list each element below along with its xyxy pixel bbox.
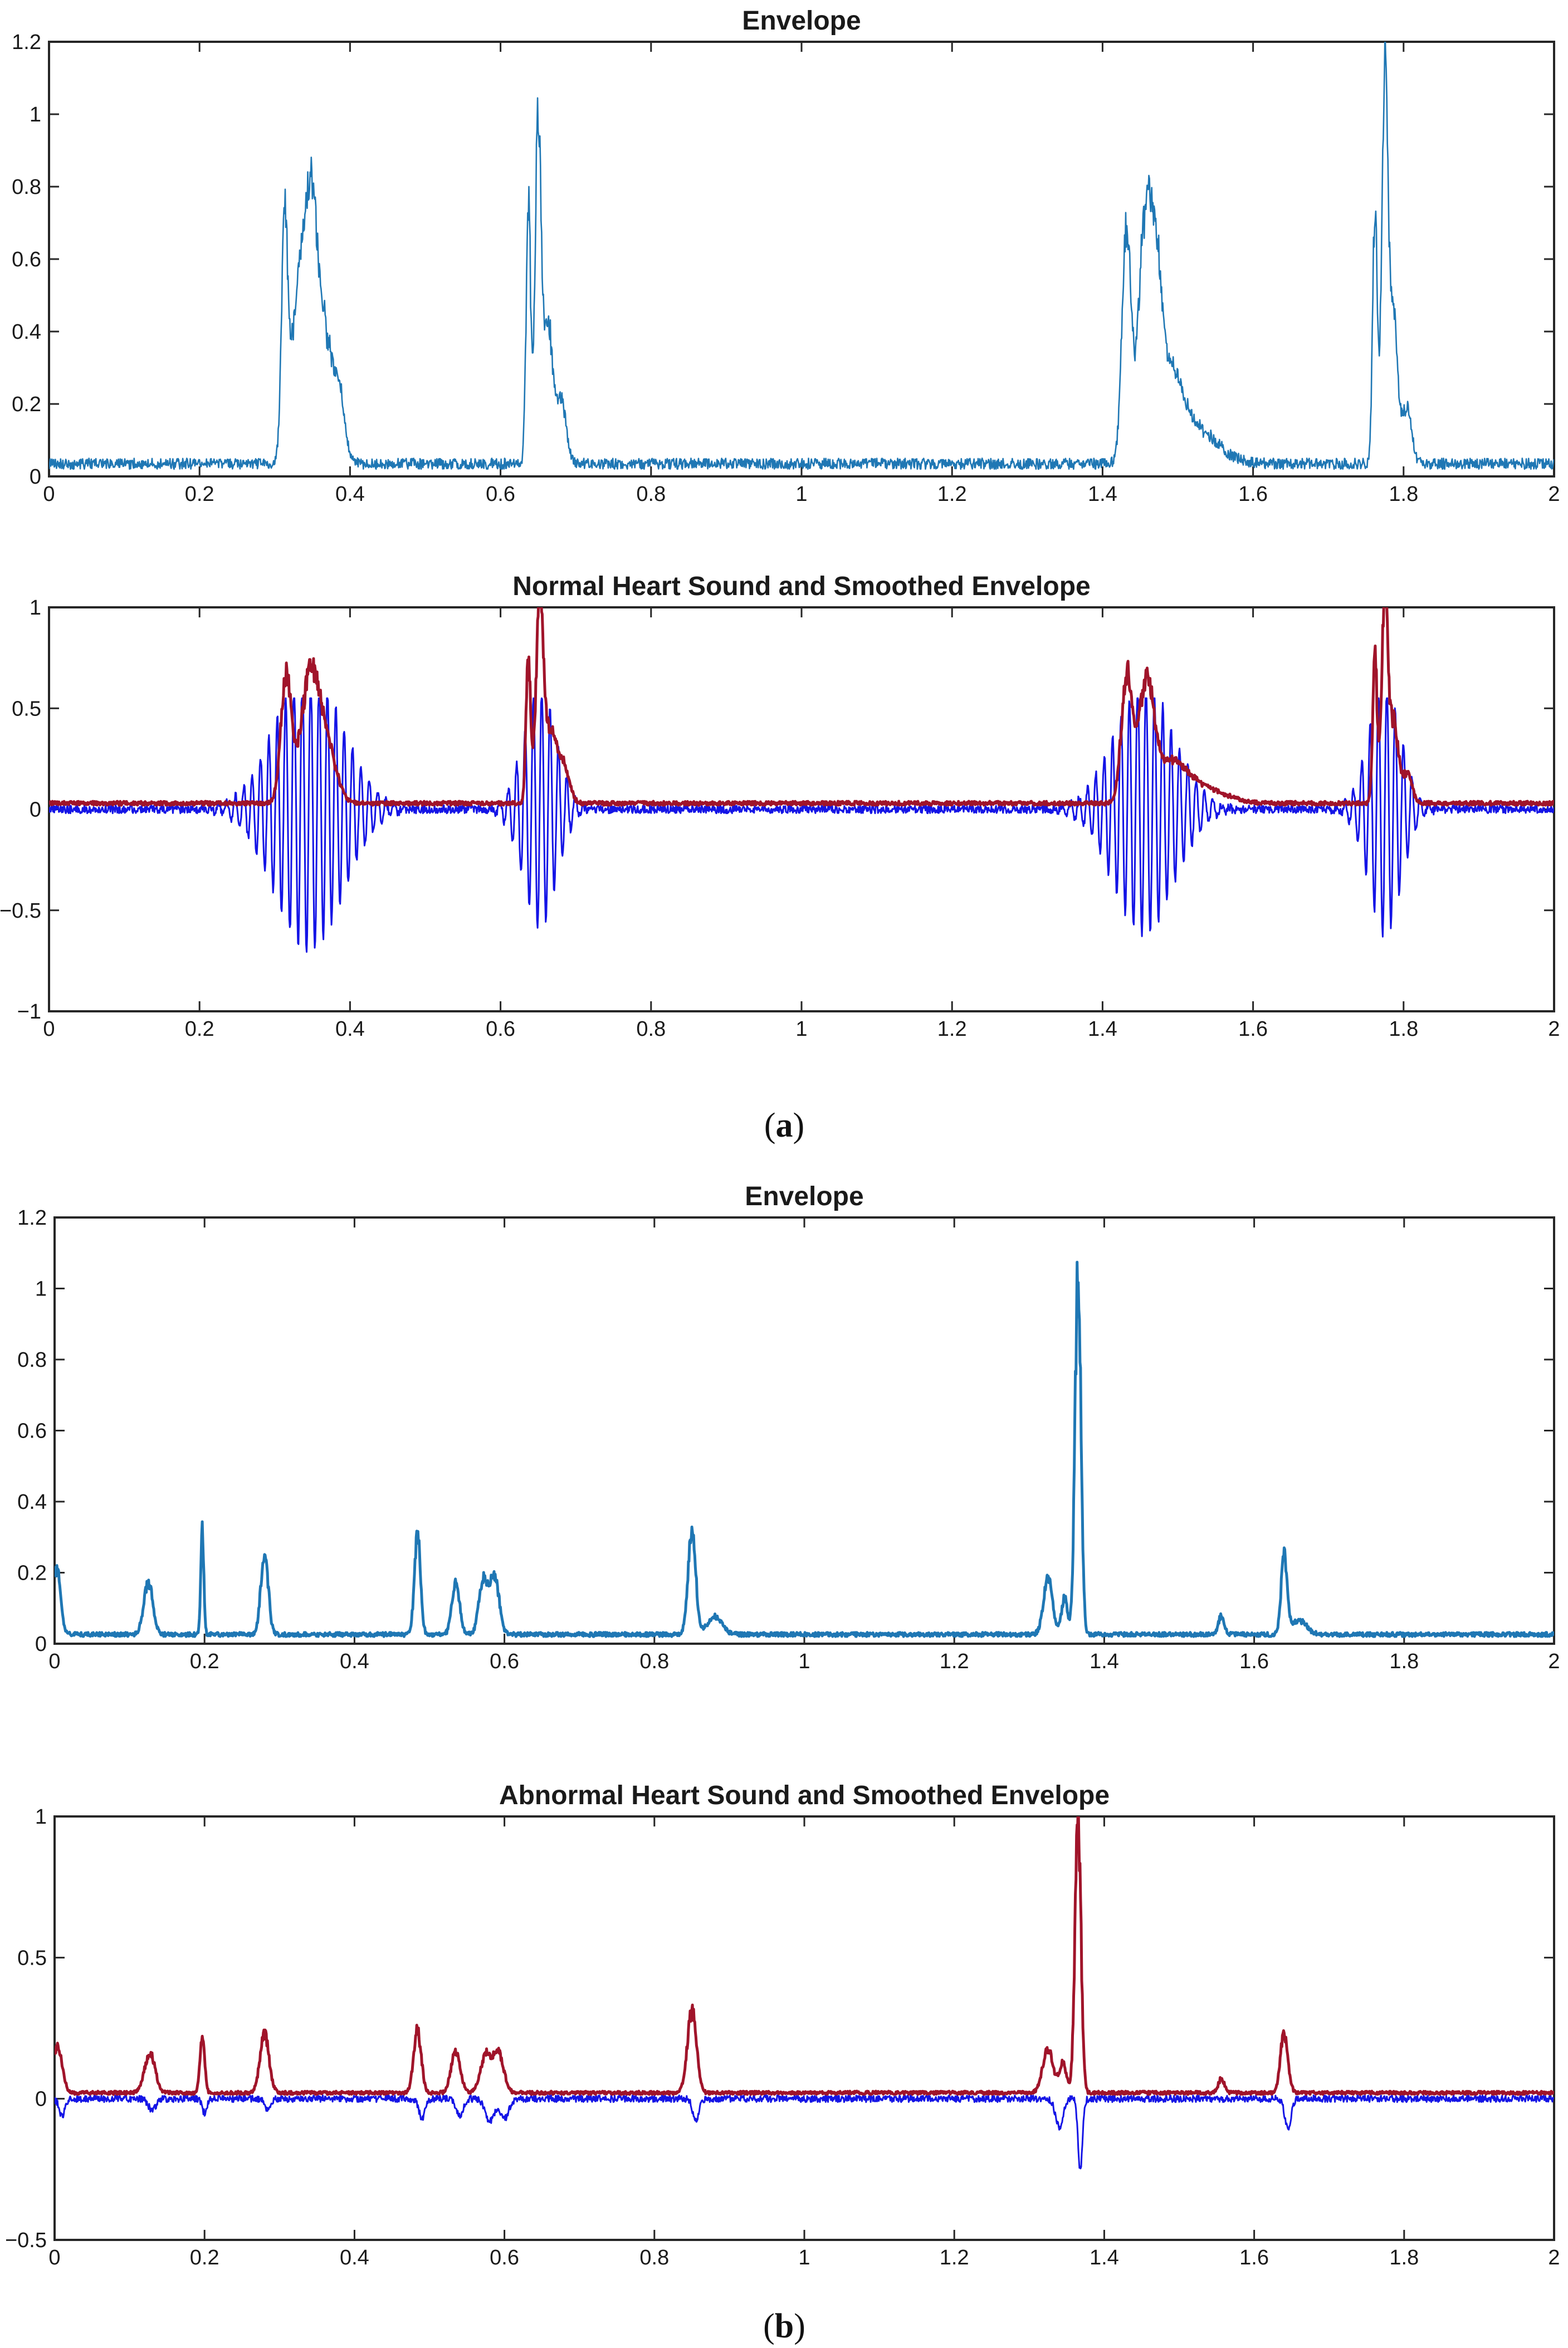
x-tick-label: 1.2 [940, 2246, 969, 2269]
y-tick-label: 1.2 [17, 1206, 47, 1230]
x-tick-label: 1.8 [1389, 1650, 1419, 1673]
x-tick-label: 0.4 [335, 483, 365, 506]
x-tick-label: 0 [43, 483, 55, 506]
y-tick-label: 0.6 [12, 248, 41, 271]
chart-panel-envelope-a: Envelope 0 0.2 0.4 0.6 0.8 1 1.2 1.4 1.6 1.8 2 0 0.2 0… [12, 6, 1560, 506]
series-line-envelope [55, 1260, 1554, 1638]
x-tick-label: 0.6 [486, 483, 515, 506]
y-tick-label: 0 [30, 465, 41, 489]
x-tick-label: 1 [795, 1017, 807, 1041]
x-tick-label: 0.8 [639, 2246, 669, 2269]
y-tick-label: 1.2 [12, 31, 41, 54]
x-tick-label: 1.8 [1389, 1017, 1418, 1041]
x-tick-label: 0.8 [636, 1017, 666, 1041]
y-tick-label: 0 [30, 798, 41, 822]
x-tick-label: 1 [795, 483, 807, 506]
x-tick-label: 0.4 [335, 1017, 365, 1041]
caption-b: (b) [763, 2307, 805, 2345]
chart-panel-normal-heart-sound: Normal Heart Sound and Smoothed Envelope… [0, 572, 1560, 1041]
y-tick-label: 0 [35, 1633, 47, 1656]
x-tick-label: 0 [48, 1650, 60, 1673]
x-tick-label: 0.6 [490, 1650, 519, 1673]
chart-title: Envelope [742, 6, 861, 36]
x-tick-label: 1.4 [1088, 483, 1117, 506]
x-tick-label: 2 [1548, 483, 1560, 506]
y-tick-label: 1 [35, 1805, 47, 1829]
x-tick-label: 1.6 [1239, 1650, 1269, 1673]
x-tick-label: 0.2 [185, 483, 214, 506]
x-tick-label: 0.4 [340, 2246, 369, 2269]
plot-area [53, 1216, 1555, 1645]
x-tick-label: 0.6 [486, 1017, 515, 1041]
y-tick-label: 0.5 [17, 1946, 47, 1970]
y-tick-label: −0.5 [0, 899, 41, 923]
y-tick-label: 0.8 [17, 1348, 47, 1372]
x-tick-label: 1 [798, 2246, 810, 2269]
y-tick-label: 1 [30, 596, 41, 620]
x-tick-label: 0.2 [190, 2246, 219, 2269]
x-tick-label: 0 [43, 1017, 55, 1041]
series-line-smoothed-envelope [55, 1816, 1554, 2096]
y-tick-label: 0.5 [12, 697, 41, 720]
x-tick-label: 1.8 [1389, 2246, 1419, 2269]
y-tick-label: 0.4 [12, 320, 41, 344]
x-tick-label: 1.2 [937, 1017, 967, 1041]
y-tick-label: −0.5 [5, 2229, 47, 2252]
y-tick-label: 0.2 [12, 393, 41, 416]
x-tick-label: 1.4 [1090, 1650, 1119, 1673]
x-tick-label: 0.8 [636, 483, 666, 506]
series-line-heart-sound [49, 697, 1554, 953]
plot-area [48, 41, 1555, 478]
y-tick-label: 0.2 [17, 1562, 47, 1585]
series-line-heart-sound [55, 2094, 1554, 2170]
x-tick-label: 1.4 [1090, 2246, 1119, 2269]
chart-title: Normal Heart Sound and Smoothed Envelope [512, 572, 1090, 601]
chart-title: Envelope [745, 1182, 863, 1211]
y-tick-label: 0.4 [17, 1490, 47, 1514]
x-tick-label: 1.6 [1238, 1017, 1268, 1041]
x-tick-label: 0.2 [190, 1650, 219, 1673]
plot-area [53, 1815, 1555, 2241]
x-tick-label: 2 [1548, 2246, 1560, 2269]
x-tick-label: 0 [48, 2246, 60, 2269]
x-tick-label: 1 [798, 1650, 810, 1673]
y-tick-label: −1 [17, 1000, 41, 1024]
x-tick-label: 1.6 [1238, 483, 1268, 506]
x-tick-label: 0.2 [185, 1017, 214, 1041]
y-tick-label: 0.8 [12, 176, 41, 199]
y-tick-label: 1 [30, 103, 41, 126]
x-tick-label: 1.4 [1088, 1017, 1117, 1041]
x-tick-label: 1.8 [1389, 483, 1418, 506]
series-line-envelope [49, 42, 1554, 470]
x-tick-label: 2 [1548, 1017, 1560, 1041]
x-tick-label: 0.6 [490, 2246, 519, 2269]
chart-panel-abnormal-heart-sound: Abnormal Heart Sound and Smoothed Envelo… [5, 1781, 1560, 2269]
x-tick-label: 2 [1548, 1650, 1560, 1673]
x-tick-label: 0.4 [340, 1650, 369, 1673]
chart-panel-envelope-b: Envelope 0 0.2 0.4 0.6 0.8 1 1.2 1.4 1.6 1.8 2 0 0.2 0… [17, 1182, 1560, 1673]
y-tick-label: 0 [35, 2088, 47, 2111]
x-tick-label: 1.2 [937, 483, 967, 506]
series-line-smoothed-envelope [49, 607, 1554, 807]
caption-a: (a) [764, 1107, 804, 1144]
x-tick-label: 1.6 [1239, 2246, 1269, 2269]
x-tick-label: 1.2 [940, 1650, 969, 1673]
y-tick-label: 0.6 [17, 1420, 47, 1443]
chart-title: Abnormal Heart Sound and Smoothed Envelo… [499, 1781, 1110, 1810]
y-tick-label: 1 [35, 1278, 47, 1301]
x-tick-label: 0.8 [639, 1650, 669, 1673]
